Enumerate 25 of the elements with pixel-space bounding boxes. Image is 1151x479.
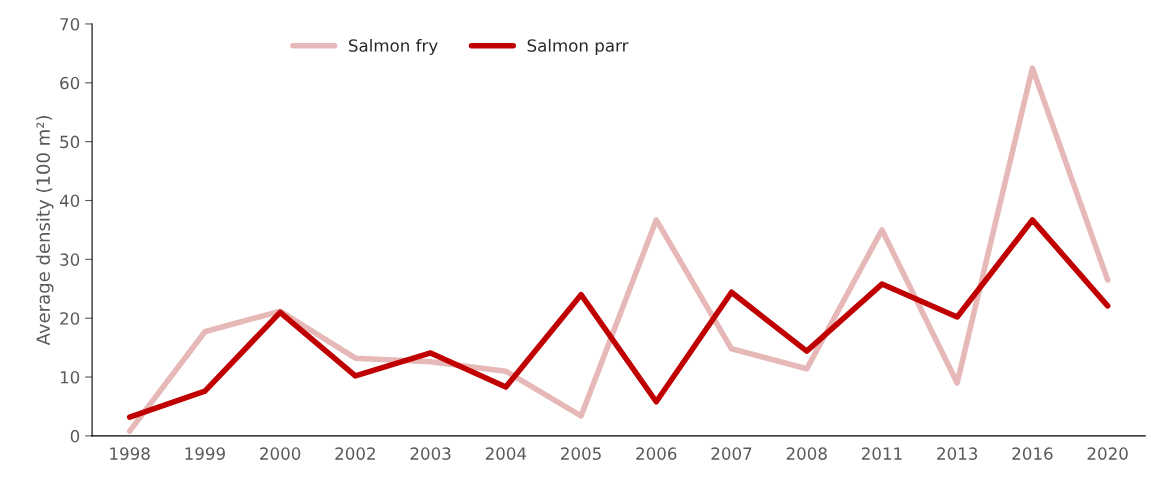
y-tick-label: 50 <box>60 135 80 149</box>
y-tick-label: 0 <box>70 429 80 443</box>
x-tick-label: 2016 <box>1012 447 1053 460</box>
legend-label: Salmon fry <box>349 38 438 56</box>
y-tick-label: 60 <box>60 76 80 90</box>
y-tick-label: 20 <box>60 312 80 325</box>
x-tick-label: 2006 <box>636 447 677 460</box>
x-tick-label: 2005 <box>561 447 601 460</box>
y-tick-label: 30 <box>60 253 80 266</box>
legend-label: Salmon parr <box>527 38 629 56</box>
x-tick-label: 2011 <box>861 447 902 460</box>
x-tick-label: 2002 <box>335 447 375 460</box>
x-tick-label: 1998 <box>110 447 150 460</box>
x-tick-label: 2003 <box>410 447 451 460</box>
x-tick-label: 1999 <box>185 447 225 460</box>
x-tick-label: 2004 <box>485 447 527 460</box>
x-tick-label: 2020 <box>1087 447 1128 460</box>
x-tick-label: 2007 <box>711 447 752 460</box>
x-tick-label: 2000 <box>260 447 301 460</box>
y-axis-title: Average density (100 m²) <box>36 116 54 346</box>
y-tick-label: 70 <box>60 17 80 31</box>
x-tick-label: 2008 <box>786 447 827 460</box>
x-tick-label: 2013 <box>937 447 978 460</box>
y-tick-label: 40 <box>59 194 80 208</box>
y-tick-label: 10 <box>60 371 80 384</box>
